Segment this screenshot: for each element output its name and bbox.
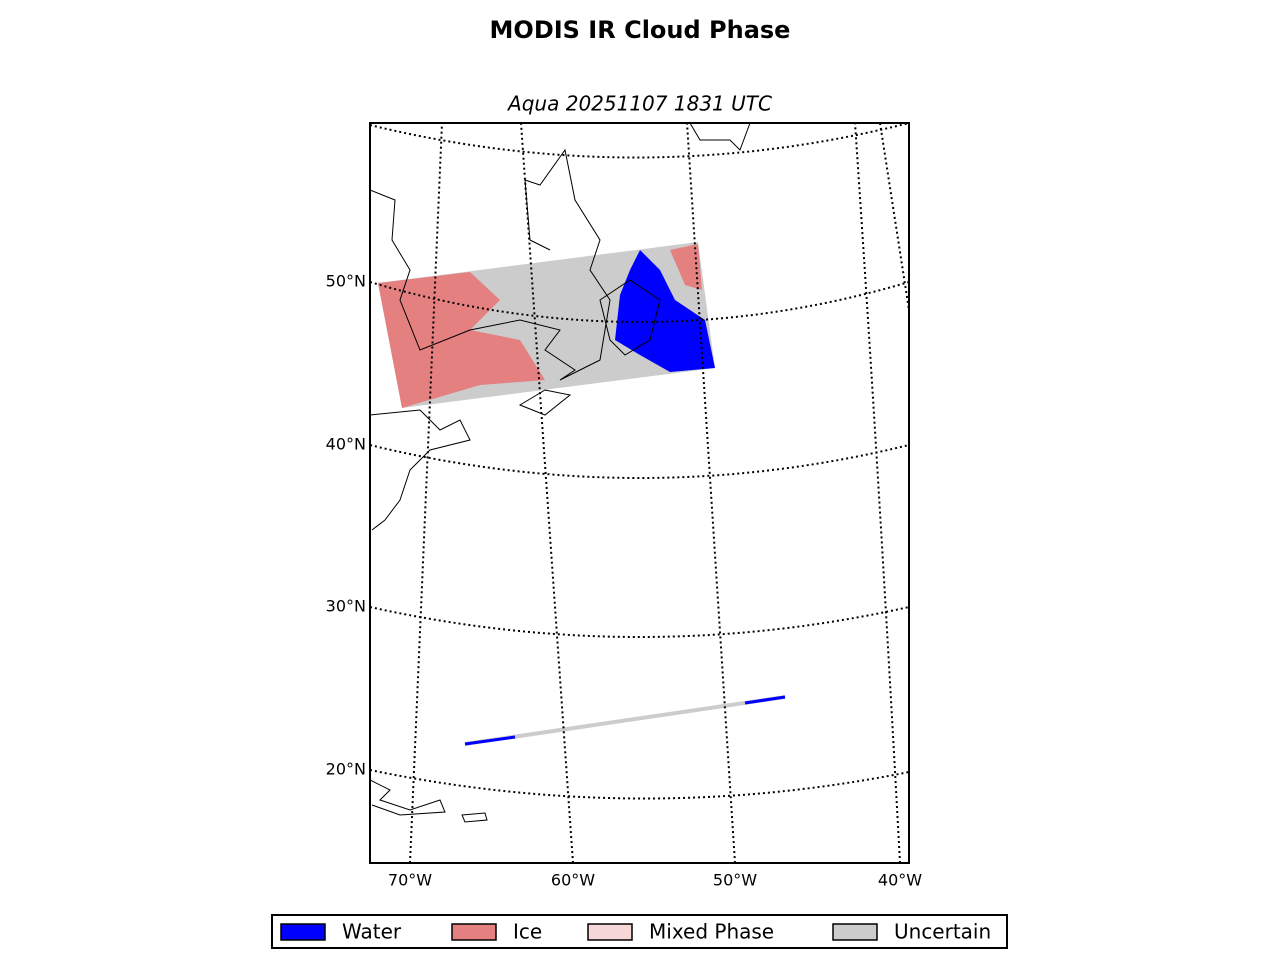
title: MODIS IR Cloud Phase xyxy=(490,16,791,44)
ice-area xyxy=(378,272,545,408)
legend-swatch xyxy=(280,923,326,941)
coastline xyxy=(518,389,572,416)
lat-label: 40°N xyxy=(326,435,366,454)
legend-swatch xyxy=(832,923,878,941)
coastline xyxy=(370,148,611,381)
coastline xyxy=(689,123,751,151)
map xyxy=(370,123,909,863)
lon-label: 40°W xyxy=(878,871,922,890)
lat-label: 30°N xyxy=(326,597,366,616)
subtitle: Aqua 20251107 1831 UTC xyxy=(506,92,772,116)
latitude-line xyxy=(370,123,909,159)
coastline xyxy=(370,409,471,531)
latitude-line xyxy=(370,444,909,479)
legend-label: Water xyxy=(342,920,402,944)
legend-swatch xyxy=(587,923,633,941)
longitude-line xyxy=(409,123,443,863)
legend-label: Mixed Phase xyxy=(649,920,774,944)
map-frame xyxy=(369,122,910,864)
coastline xyxy=(461,812,488,823)
lon-label: 70°W xyxy=(388,871,432,890)
longitude-line xyxy=(686,123,736,863)
water-area xyxy=(615,250,715,372)
water-area xyxy=(464,735,516,746)
legend xyxy=(271,914,1008,949)
lon-label: 60°W xyxy=(551,871,595,890)
legend-swatch xyxy=(451,923,497,941)
longitude-line xyxy=(520,123,574,863)
lon-label: 50°W xyxy=(713,871,757,890)
coastline xyxy=(370,779,446,816)
legend-label: Uncertain xyxy=(894,920,991,944)
latitude-line xyxy=(370,769,909,800)
longitude-line xyxy=(854,123,901,863)
lat-label: 50°N xyxy=(326,272,366,291)
latitude-line xyxy=(370,606,909,638)
swath xyxy=(464,695,786,746)
coastline xyxy=(599,279,661,356)
legend-label: Ice xyxy=(513,920,542,944)
ice-area xyxy=(670,244,702,290)
water-area xyxy=(744,695,786,705)
lat-label: 20°N xyxy=(326,760,366,779)
longitude-line xyxy=(879,123,909,311)
